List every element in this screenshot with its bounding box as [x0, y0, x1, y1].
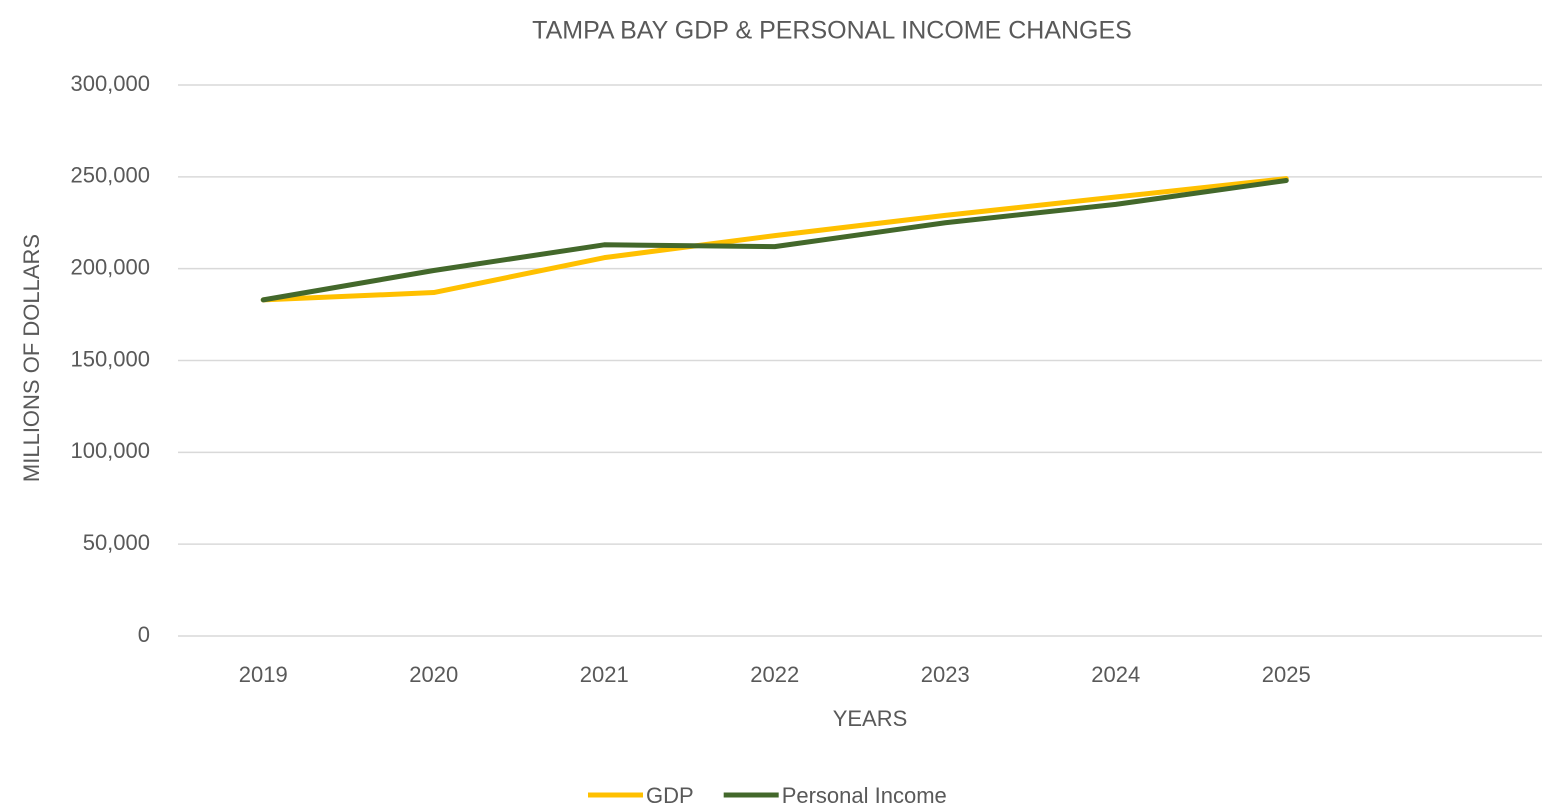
series-line: [260, 176, 1289, 303]
y-tick-label: 200,000: [70, 254, 150, 279]
x-tick-label: 2019: [239, 662, 288, 687]
x-tick-label: 2021: [580, 662, 629, 687]
y-tick-label: 0: [138, 622, 150, 647]
y-tick-label: 150,000: [70, 346, 150, 371]
x-tick-label: 2025: [1262, 662, 1311, 687]
x-tick-label: 2024: [1091, 662, 1140, 687]
legend-label: GDP: [646, 783, 694, 808]
x-tick-label: 2023: [921, 662, 970, 687]
y-tick-label: 100,000: [70, 438, 150, 463]
x-axis-label: YEARS: [833, 706, 908, 731]
series-line: [260, 178, 1289, 303]
y-tick-label: 300,000: [70, 71, 150, 96]
y-axis-label: MILLIONS OF DOLLARS: [19, 234, 44, 482]
y-tick-label: 50,000: [83, 530, 150, 555]
x-tick-label: 2020: [409, 662, 458, 687]
chart-title: TAMPA BAY GDP & PERSONAL INCOME CHANGES: [532, 17, 1132, 45]
legend-label: Personal Income: [782, 783, 947, 808]
y-tick-label: 250,000: [70, 163, 150, 188]
x-tick-label: 2022: [750, 662, 799, 687]
